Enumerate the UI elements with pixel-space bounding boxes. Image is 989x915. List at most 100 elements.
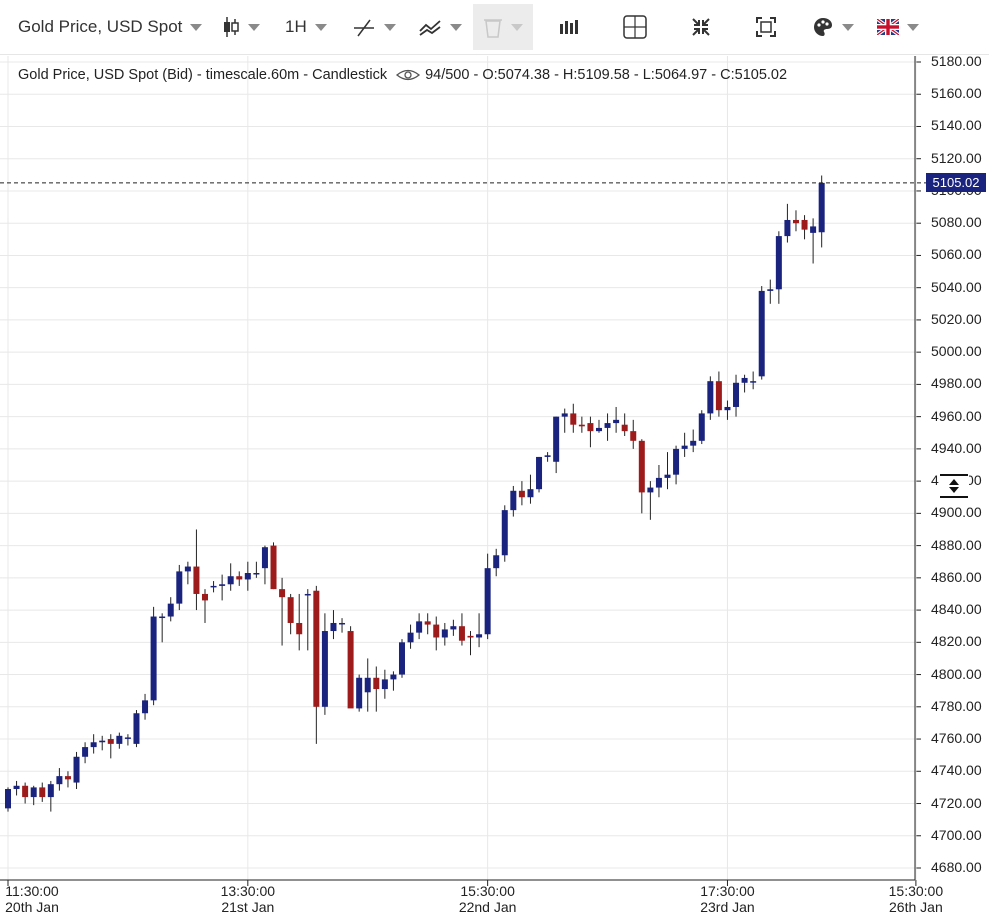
candle[interactable] [390, 671, 397, 691]
candle[interactable] [527, 474, 534, 504]
candle[interactable] [424, 613, 431, 635]
candle[interactable] [458, 613, 465, 646]
candle[interactable] [621, 413, 628, 436]
candle[interactable] [450, 619, 457, 636]
candle[interactable] [433, 616, 440, 651]
candle[interactable] [270, 542, 277, 590]
drawing-tools-button[interactable] [352, 4, 396, 50]
candle[interactable] [201, 589, 208, 623]
candle[interactable] [595, 419, 602, 433]
candle[interactable] [570, 403, 577, 433]
candle[interactable] [664, 452, 671, 490]
candle[interactable] [613, 406, 620, 433]
candle[interactable] [578, 416, 585, 433]
candle[interactable] [638, 439, 645, 514]
candle[interactable] [124, 734, 131, 746]
candle[interactable] [698, 410, 705, 445]
candle[interactable] [210, 581, 217, 593]
candle[interactable] [398, 639, 405, 678]
fit-chart-button[interactable] [690, 4, 712, 50]
candle[interactable] [801, 215, 808, 240]
candle[interactable] [261, 545, 268, 585]
candle[interactable] [193, 529, 200, 611]
candle[interactable] [176, 564, 183, 611]
candle[interactable] [792, 210, 799, 232]
candle[interactable] [407, 624, 414, 649]
candle[interactable] [356, 674, 363, 712]
candle[interactable] [553, 416, 560, 474]
candle[interactable] [64, 771, 71, 788]
candle[interactable] [244, 561, 251, 591]
candle[interactable] [142, 693, 149, 720]
candle[interactable] [30, 785, 37, 806]
candle[interactable] [493, 548, 500, 577]
candle[interactable] [56, 768, 63, 791]
candle[interactable] [219, 574, 226, 601]
candle[interactable] [184, 561, 191, 585]
candle[interactable] [39, 782, 46, 802]
candle[interactable] [561, 408, 568, 433]
candle[interactable] [313, 585, 320, 744]
candle[interactable] [818, 175, 825, 248]
candle[interactable] [90, 734, 97, 754]
candle[interactable] [741, 374, 748, 393]
candle[interactable] [13, 780, 20, 796]
candle[interactable] [510, 485, 517, 517]
candle[interactable] [630, 419, 637, 449]
candle[interactable] [82, 742, 89, 764]
candle[interactable] [167, 597, 174, 622]
candle[interactable] [416, 613, 423, 640]
scale-handle[interactable] [939, 473, 969, 499]
candle[interactable] [673, 445, 680, 485]
candle[interactable] [47, 780, 54, 812]
candle[interactable] [441, 622, 448, 646]
indicators-button[interactable] [418, 4, 462, 50]
candle[interactable] [339, 618, 346, 633]
candle[interactable] [767, 279, 774, 304]
candle[interactable] [467, 631, 474, 656]
candle[interactable] [304, 589, 311, 651]
candle[interactable] [733, 374, 740, 417]
candle[interactable] [159, 613, 166, 643]
candle[interactable] [5, 787, 11, 812]
candle[interactable] [810, 218, 817, 264]
candle[interactable] [784, 203, 791, 243]
candle[interactable] [150, 606, 157, 706]
candle[interactable] [279, 577, 286, 646]
candle[interactable] [544, 452, 551, 462]
candle[interactable] [587, 416, 594, 448]
candle[interactable] [724, 400, 731, 420]
candle[interactable] [518, 481, 525, 506]
candle[interactable] [476, 613, 483, 648]
delete-drawing-button[interactable] [473, 4, 533, 50]
candle[interactable] [758, 286, 765, 380]
candle[interactable] [364, 658, 371, 712]
candle[interactable] [647, 481, 654, 520]
candle[interactable] [236, 571, 243, 586]
candle[interactable] [330, 610, 337, 640]
candle[interactable] [750, 371, 757, 390]
candle[interactable] [107, 734, 114, 759]
candle[interactable] [690, 429, 697, 453]
candle[interactable] [99, 735, 106, 751]
volume-button[interactable] [558, 4, 580, 50]
chart-type-selector[interactable] [222, 4, 260, 50]
candle[interactable] [253, 561, 260, 578]
theme-selector[interactable] [812, 4, 854, 50]
candle[interactable] [775, 231, 782, 304]
candle[interactable] [707, 376, 714, 420]
candle[interactable] [321, 613, 328, 715]
candle[interactable] [73, 751, 80, 790]
language-selector[interactable] [877, 4, 919, 50]
candle[interactable] [536, 456, 543, 493]
candle[interactable] [681, 432, 688, 457]
candle[interactable] [373, 666, 380, 712]
candle[interactable] [133, 710, 140, 748]
instrument-selector[interactable]: Gold Price, USD Spot [18, 4, 203, 50]
candle[interactable] [604, 413, 611, 441]
candle[interactable] [22, 782, 29, 804]
candle[interactable] [227, 563, 234, 591]
candle[interactable] [655, 465, 662, 498]
candle[interactable] [381, 669, 388, 699]
